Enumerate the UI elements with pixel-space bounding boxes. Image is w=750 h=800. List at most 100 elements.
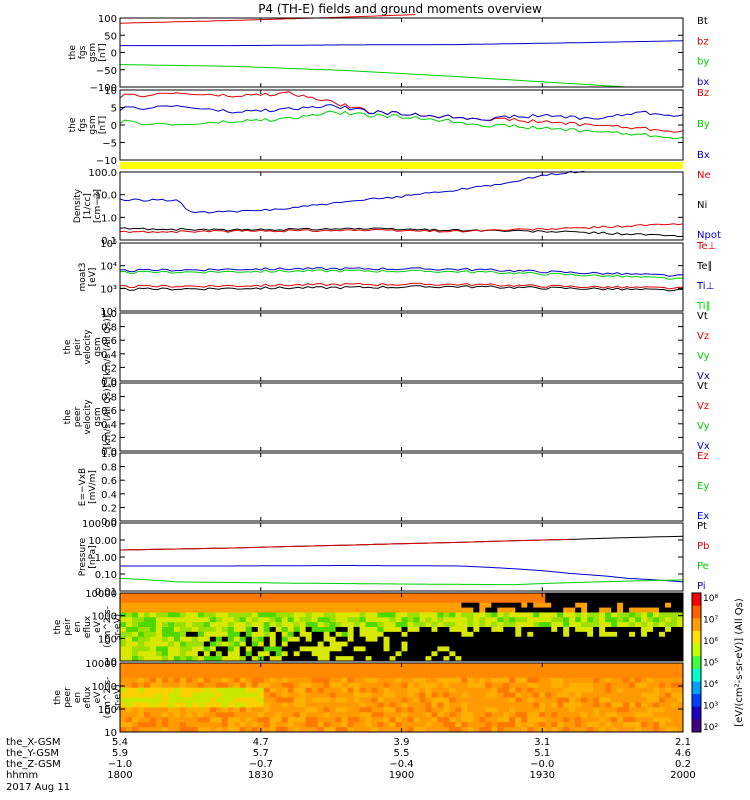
heatmap-cell [269,663,277,669]
heatmap-cell [317,651,325,657]
heatmap-cell [659,636,666,642]
heatmap-cell [155,627,163,633]
heatmap-cell [335,622,343,628]
heatmap-cell [359,651,366,657]
heatmap-cell [161,651,169,657]
panel-frame [119,452,684,522]
x-row-value: −0.7 [249,759,273,770]
heatmap-cell [563,646,570,652]
heatmap-cell [173,663,181,669]
heatmap-cell [143,636,151,642]
heatmap-cell [401,663,408,669]
heatmap-cell [677,646,684,652]
heatmap-cell [671,717,678,723]
heatmap-cell [173,607,181,613]
y-tick-label: −5 [102,139,117,150]
legend-item: Vx [697,441,710,452]
heatmap-cell [215,593,223,599]
heatmap-cell [347,707,354,713]
heatmap-cell [479,602,486,608]
legend-item: Ti∥ [696,301,711,312]
heatmap-cell [197,627,205,633]
heatmap-cell [635,593,642,599]
heatmap-cell [545,702,552,708]
heatmap-cell [449,627,456,633]
y-tick-label: 10² [100,307,117,318]
heatmap-cell [527,622,534,628]
heatmap-cell [671,722,678,728]
heatmap-cell [425,641,432,647]
heatmap-cell [431,602,438,608]
heatmap-cell [263,677,271,684]
heatmap-cell [215,687,223,693]
heatmap-cell [323,622,331,628]
heatmap-cell [377,627,384,633]
heatmap-cell [161,687,169,693]
heatmap-cell [311,727,319,733]
heatmap-cell [557,687,564,693]
heatmap-cell [275,717,283,723]
heatmap-cell [581,612,588,618]
heatmap-cell [467,717,474,723]
heatmap-cell [653,612,660,618]
heatmap-cell [365,687,372,693]
heatmap-cell [425,687,432,693]
heatmap-cell [305,607,313,613]
heatmap-cell [185,667,193,674]
heatmap-cell [257,682,265,689]
heatmap-cell [485,663,492,669]
heatmap-cell [425,712,432,718]
heatmap-cell [275,627,283,633]
heatmap-cell [395,712,402,718]
heatmap-cell [131,727,139,733]
heatmap-cell [155,597,163,604]
heatmap-cell [125,627,133,633]
heatmap-cell [209,593,217,599]
heatmap-cell [461,707,468,713]
heatmap-cell [473,687,480,693]
heatmap-cell [227,707,235,713]
heatmap-cell [473,636,480,642]
heatmap-cell [473,646,480,652]
heatmap-cell [299,717,307,723]
heatmap-cell [287,651,295,657]
heatmap-cell [293,646,301,652]
heatmap-cell [497,663,504,669]
heatmap-cell [120,612,127,618]
heatmap-cell [629,612,636,618]
heatmap-cell [221,677,229,684]
heatmap-cell [497,672,504,679]
heatmap-cell [167,682,175,689]
heatmap-cell [221,697,229,703]
heatmap-cell [569,612,576,618]
series-line-bt [119,14,416,24]
heatmap-cell [623,593,630,599]
heatmap-cell [665,602,672,608]
series-line-Pi [120,565,684,583]
heatmap-cell [149,656,157,662]
heatmap-cell [365,682,372,689]
heatmap-cell [521,667,528,674]
heatmap-cell [203,622,211,628]
legend-item: bz [697,36,709,47]
heatmap-cell [359,682,366,689]
heatmap-cell [149,702,157,708]
heatmap-cell [671,692,678,698]
heatmap-cell [389,617,396,623]
heatmap-cell [623,672,630,679]
heatmap-cell [401,636,408,642]
heatmap-cell [233,607,241,613]
heatmap-cell [329,656,337,662]
heatmap-cell [629,656,636,662]
heatmap-cell [227,682,235,689]
heatmap-cell [425,717,432,723]
heatmap-cell [671,682,678,689]
heatmap-cell [617,682,624,689]
legend-item: Bz [697,88,709,99]
heatmap-cell [677,656,684,662]
heatmap-cell [533,707,540,713]
heatmap-cell [569,622,576,628]
heatmap-cell [491,722,498,728]
heatmap-cell [293,656,301,662]
heatmap-cell [653,717,660,723]
